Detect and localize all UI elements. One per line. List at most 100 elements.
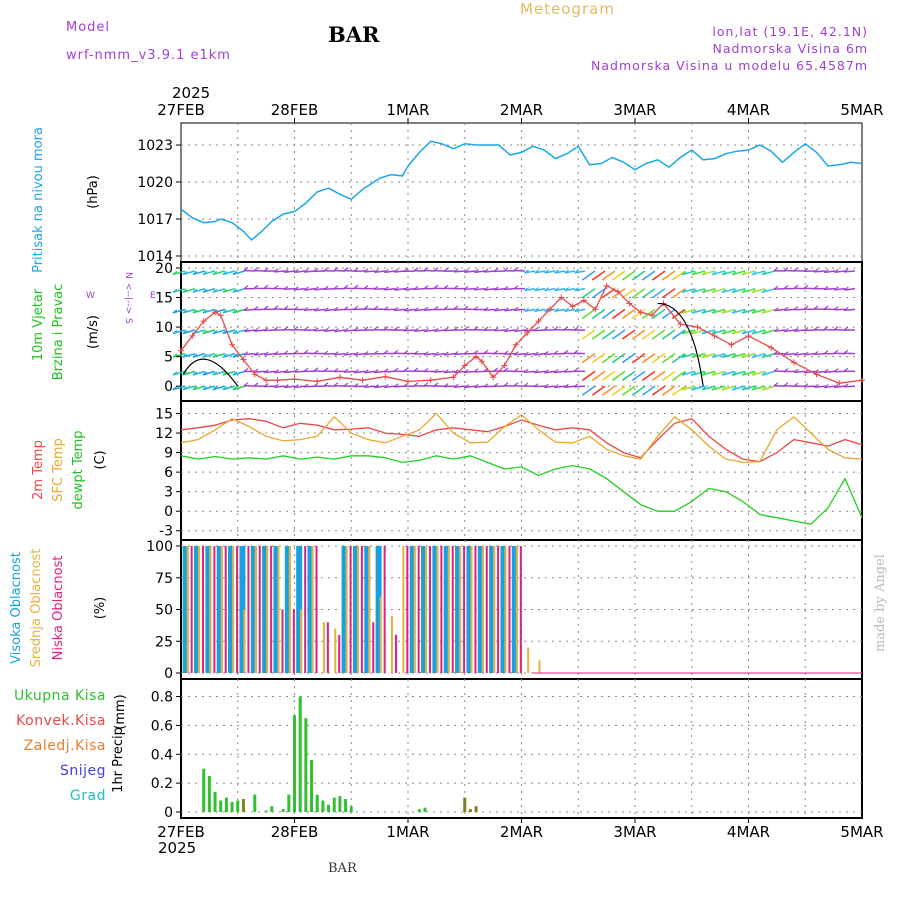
- wind-arrow: [834, 385, 846, 389]
- wind-arrow: [202, 352, 216, 358]
- wind-arrow-head: [783, 306, 789, 311]
- bottom-date-tick-label: 27FEB: [157, 823, 204, 841]
- wind-arrow: [691, 370, 706, 376]
- wind-arrow: [464, 287, 476, 291]
- wind-arrow: [741, 287, 756, 294]
- wind-speed-marker: [745, 332, 752, 339]
- cloud-bar-2: [315, 546, 318, 673]
- wind-arrow-head: [642, 335, 647, 340]
- wind-arrow: [774, 329, 786, 333]
- wind-speed-marker: [677, 321, 684, 328]
- wind-arrow: [284, 287, 296, 291]
- wind-arrow-head: [632, 335, 637, 340]
- wind-speed-marker: [314, 378, 321, 385]
- cloud-bar-2: [190, 546, 193, 673]
- wind-arrow-head: [313, 267, 319, 272]
- wind-arrow-head: [493, 307, 499, 312]
- wind-arrow-head: [741, 386, 747, 391]
- wind-arrow-head: [433, 382, 439, 387]
- wind-arrow: [484, 270, 496, 273]
- wind-arrow-head: [773, 285, 779, 290]
- precip-y-tick-label: 0.8: [151, 690, 173, 706]
- cloud-bar-1: [300, 609, 303, 673]
- wind-arrow: [414, 329, 426, 333]
- wind-arrow-head: [642, 294, 647, 299]
- wind-arrow: [304, 270, 316, 273]
- cloud-y-tick-label: 75: [155, 571, 173, 587]
- wind-arrow: [844, 308, 856, 312]
- wind-arrow-head: [602, 314, 607, 319]
- wind-arrow-head: [383, 326, 389, 331]
- wind-arrow: [254, 329, 266, 332]
- wind-arrow-head: [761, 309, 767, 314]
- precip-bar: [253, 794, 257, 812]
- wind-arrow-head: [751, 288, 757, 293]
- precip-bar: [241, 799, 245, 812]
- wind-arrow-head: [333, 306, 339, 311]
- wind-arrow-head: [483, 268, 489, 273]
- wind-arrow-head: [513, 368, 519, 373]
- wind-arrow: [424, 308, 436, 312]
- wind-arrow-head: [592, 294, 597, 299]
- wind-arrow-head: [413, 327, 419, 332]
- cloud-bar-0: [432, 546, 439, 673]
- wind-arrow-head: [843, 383, 849, 388]
- wind-arrow-head: [253, 306, 259, 311]
- precip-bar: [281, 809, 285, 812]
- wind-arrow-head: [761, 353, 767, 358]
- wind-arrow-head: [443, 383, 449, 388]
- precip-bar: [310, 760, 314, 812]
- wind-speed-marker: [427, 377, 434, 384]
- wind-arrow-head: [731, 330, 737, 335]
- wind-arrow-head: [672, 359, 677, 364]
- wind-arrow: [364, 270, 376, 273]
- wind-arrow-head: [283, 268, 289, 273]
- wind-speed-marker: [217, 312, 224, 319]
- wind-arrow: [691, 385, 706, 391]
- wind-arrow: [404, 287, 416, 291]
- wind-arrow: [554, 308, 566, 312]
- wind-arrow-head: [711, 371, 717, 376]
- wind-arrow-head: [652, 276, 657, 281]
- precip-legend-hail: Grad: [70, 788, 106, 804]
- cloud-bar-1: [345, 546, 348, 673]
- wind-arrow: [554, 270, 566, 274]
- wind-arrow: [794, 352, 806, 356]
- wind-arrow-head: [503, 367, 509, 372]
- precip-bar: [463, 797, 467, 812]
- wind-arrow-head: [524, 351, 529, 356]
- pressure-y-tick-label: 1023: [137, 138, 173, 154]
- temp-y-tick-label: 3: [164, 485, 173, 501]
- temp-label-2m: 2m Temp: [31, 440, 46, 500]
- wind-arrow-head: [574, 307, 580, 312]
- wind-arrow-head: [823, 326, 829, 331]
- wind-arrow-head: [323, 382, 329, 387]
- precip-bar: [298, 696, 302, 812]
- wind-arrow: [364, 370, 376, 374]
- wind-arrow-head: [534, 269, 540, 274]
- wind-arrow-head: [543, 383, 549, 388]
- wind-arrow-head: [721, 330, 727, 335]
- precip-bar: [315, 794, 319, 812]
- wind-arrow-head: [803, 327, 809, 332]
- wind-arrow-head: [433, 306, 439, 311]
- wind-arrow-head: [493, 350, 499, 354]
- cloud-bar-2: [508, 546, 511, 673]
- wind-arrow-head: [222, 288, 228, 293]
- wind-arrow-head: [363, 326, 369, 331]
- wind-arrow-head: [602, 276, 607, 281]
- wind-arrow: [701, 270, 716, 276]
- wind-arrow-head: [484, 286, 489, 291]
- wind-arrow-head: [363, 268, 369, 273]
- cloud-bar-0: [477, 546, 484, 673]
- wind-speed-marker: [649, 312, 656, 319]
- wind-arrow-head: [813, 268, 819, 273]
- wind-arrow: [274, 270, 286, 273]
- wind-arrow: [761, 352, 776, 359]
- wind-arrow-head: [202, 270, 208, 275]
- cloud-bar-2: [497, 546, 500, 673]
- wind-arrow-head: [423, 382, 429, 387]
- wind-arrow-head: [263, 267, 269, 272]
- wind-arrow-head: [323, 367, 329, 372]
- wind-arrow-head: [283, 285, 289, 290]
